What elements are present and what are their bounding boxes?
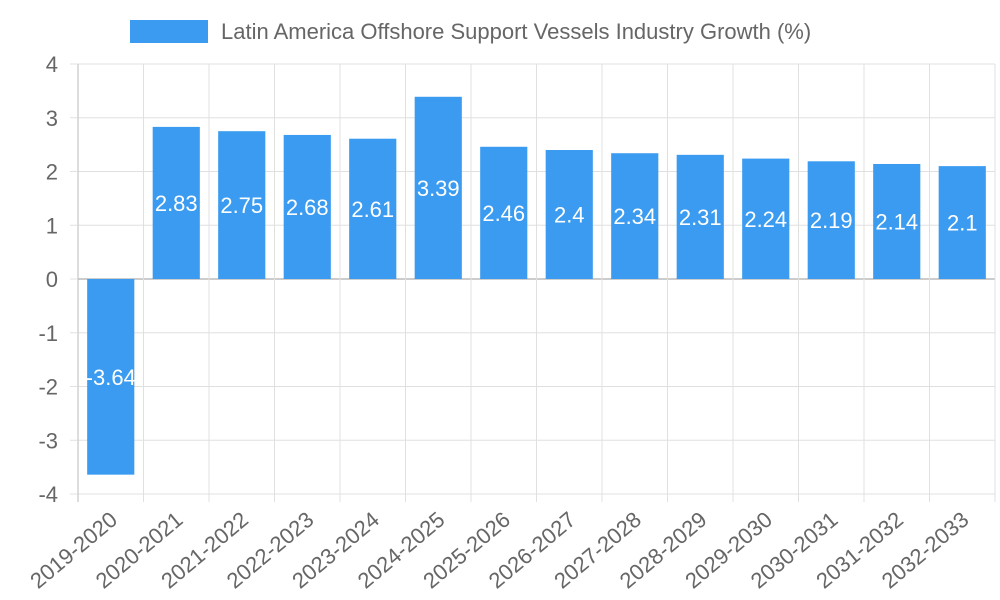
- data-label-2019-2020: -3.64: [86, 365, 136, 390]
- y-tick-label--2: -2: [38, 375, 58, 400]
- bar-2022-2023: [283, 134, 331, 279]
- data-label-2020-2021: 2.83: [155, 191, 198, 216]
- data-label-2029-2030: 2.24: [744, 207, 787, 232]
- data-label-2026-2027: 2.4: [554, 203, 585, 228]
- data-label-2027-2028: 2.34: [613, 204, 656, 229]
- data-label-2032-2033: 2.1: [947, 211, 978, 236]
- bar-2024-2025: [414, 96, 462, 279]
- x-axis: 2019-20202020-20212021-20222022-20232023…: [25, 507, 973, 594]
- y-tick-label--1: -1: [38, 321, 58, 346]
- bar-2030-2031: [807, 161, 855, 279]
- data-label-2025-2026: 2.46: [482, 201, 525, 226]
- bar-2019-2020: [87, 279, 135, 475]
- bar-2025-2026: [480, 146, 528, 279]
- legend-label: Latin America Offshore Support Vessels I…: [221, 19, 811, 44]
- y-tick-label-4: 4: [46, 52, 58, 77]
- y-tick-label--3: -3: [38, 428, 58, 453]
- legend-swatch: [130, 20, 208, 43]
- y-axis: 4 3 2 1 0 -1 -2 -3 -4: [38, 52, 78, 507]
- bar-2027-2028: [611, 153, 659, 279]
- legend[interactable]: Latin America Offshore Support Vessels I…: [130, 19, 811, 44]
- data-label-2024-2025: 3.39: [417, 176, 460, 201]
- y-tick-label-1: 1: [46, 213, 58, 238]
- data-label-2022-2023: 2.68: [286, 195, 329, 220]
- data-label-2030-2031: 2.19: [810, 208, 853, 233]
- y-tick-label--4: -4: [38, 482, 58, 507]
- data-label-2021-2022: 2.75: [220, 193, 263, 218]
- y-tick-label-2: 2: [46, 160, 58, 185]
- y-tick-label-0: 0: [46, 267, 58, 292]
- data-label-2023-2024: 2.61: [351, 197, 394, 222]
- bar-2020-2021: [152, 126, 200, 279]
- data-label-2031-2032: 2.14: [875, 209, 918, 234]
- data-label-2028-2029: 2.31: [679, 205, 722, 230]
- bars: [87, 96, 986, 475]
- bar-2026-2027: [545, 150, 593, 279]
- bar-2029-2030: [742, 158, 790, 279]
- bar-2032-2033: [938, 166, 986, 279]
- bar-2023-2024: [349, 138, 397, 279]
- grid: [77, 63, 996, 502]
- bar-2021-2022: [218, 131, 266, 279]
- y-tick-label-3: 3: [46, 106, 58, 131]
- bar-2031-2032: [873, 163, 921, 279]
- bar-2028-2029: [676, 154, 724, 279]
- bar-labels: -3.64 2.83 2.75 2.68 2.61 3.39 2.46 2.4 2.34 2.31…: [86, 176, 978, 390]
